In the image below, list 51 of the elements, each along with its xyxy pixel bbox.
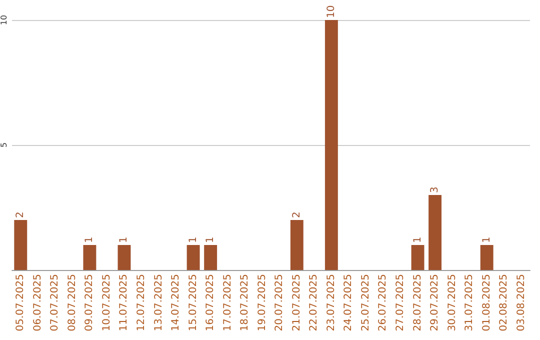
x-tick-label: 28.07.2025 bbox=[412, 274, 424, 332]
x-tick-label: 05.07.2025 bbox=[15, 274, 26, 332]
x-tick-label: 31.07.2025 bbox=[464, 274, 476, 332]
bar bbox=[204, 245, 218, 270]
data-label: 1 bbox=[118, 236, 130, 243]
data-label: 1 bbox=[205, 236, 216, 243]
data-label: 1 bbox=[412, 236, 424, 243]
x-tick-label: 24.07.2025 bbox=[343, 274, 354, 332]
bar bbox=[14, 220, 28, 270]
x-tick-label: 18.07.2025 bbox=[240, 274, 251, 332]
x-tick-label: 08.07.2025 bbox=[66, 274, 78, 332]
x-tick-label: 01.08.2025 bbox=[481, 274, 492, 332]
x-tick-label: 22.07.2025 bbox=[308, 274, 320, 332]
x-tick-label: 16.07.2025 bbox=[205, 274, 216, 332]
data-label: 2 bbox=[15, 212, 26, 218]
x-tick-label: 03.08.2025 bbox=[516, 274, 527, 332]
x-tick-label: 27.07.2025 bbox=[395, 274, 406, 332]
bar bbox=[324, 20, 338, 270]
bar bbox=[428, 195, 442, 270]
data-label: 1 bbox=[188, 236, 199, 243]
y-tick-label: 5 bbox=[0, 142, 8, 148]
x-tick-label: 07.07.2025 bbox=[50, 274, 61, 332]
data-label: 1 bbox=[84, 236, 96, 243]
x-tick-label: 15.07.2025 bbox=[188, 274, 199, 332]
x-tick-label: 20.07.2025 bbox=[274, 274, 286, 332]
x-tick-label: 30.07.2025 bbox=[446, 274, 458, 332]
x-tick-label: 25.07.2025 bbox=[360, 274, 372, 332]
x-tick-label: 23.07.2025 bbox=[326, 274, 337, 332]
data-label: 1 bbox=[481, 236, 492, 243]
x-tick-label: 13.07.2025 bbox=[153, 274, 164, 332]
data-label: 2 bbox=[291, 212, 302, 218]
bar bbox=[411, 245, 424, 270]
x-tick-label: 21.07.2025 bbox=[291, 274, 302, 332]
x-tick-label: 19.07.2025 bbox=[256, 274, 268, 332]
bar bbox=[83, 245, 96, 270]
x-tick-label: 29.07.2025 bbox=[430, 274, 441, 332]
bar bbox=[186, 245, 200, 270]
x-tick-label: 09.07.2025 bbox=[84, 274, 96, 332]
x-tick-label: 12.07.2025 bbox=[136, 274, 147, 332]
x-tick-label: 26.07.2025 bbox=[378, 274, 389, 332]
x-tick-label: 14.07.2025 bbox=[170, 274, 182, 332]
bar bbox=[480, 245, 494, 270]
x-tick-label: 02.08.2025 bbox=[498, 274, 510, 332]
x-tick-label: 06.07.2025 bbox=[32, 274, 44, 332]
x-tick-label: 11.07.2025 bbox=[118, 274, 130, 332]
data-label: 10 bbox=[326, 5, 337, 18]
x-tick-label: 10.07.2025 bbox=[101, 274, 112, 332]
x-tick-label: 17.07.2025 bbox=[222, 274, 234, 332]
bar bbox=[118, 245, 131, 270]
data-label: 3 bbox=[430, 186, 441, 193]
bar bbox=[290, 220, 304, 270]
